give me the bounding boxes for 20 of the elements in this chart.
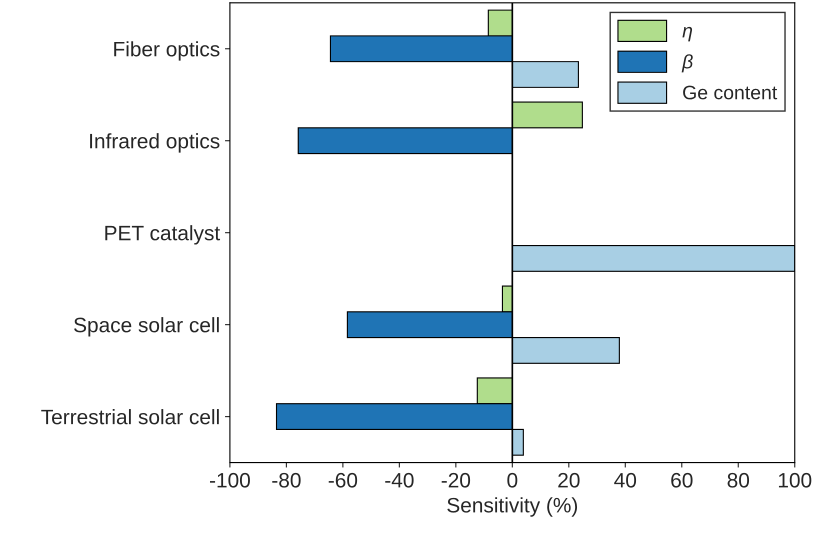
x-tick-label: -40 bbox=[385, 472, 414, 488]
legend-label: β bbox=[682, 54, 693, 72]
legend-label: Ge content bbox=[683, 86, 778, 100]
y-tick-label: Space solar cell bbox=[74, 317, 219, 337]
x-tick-label: 60 bbox=[671, 472, 693, 488]
x-tick-label: -20 bbox=[442, 472, 470, 488]
x-tick-label: -60 bbox=[328, 472, 358, 488]
legend-label: η bbox=[682, 26, 692, 42]
x-tick-label: 100 bbox=[778, 472, 812, 488]
y-tick-label: PET catalyst bbox=[105, 225, 220, 245]
y-tick-label: Terrestrial solar cell bbox=[41, 409, 219, 424]
x-tick-label: 40 bbox=[614, 472, 636, 488]
x-tick-label: -100 bbox=[210, 472, 250, 488]
x-axis-title: Sensitivity (%) bbox=[447, 497, 578, 517]
y-tick-label: Fiber optics bbox=[114, 41, 220, 61]
x-tick-label: -80 bbox=[272, 472, 301, 488]
x-tick-label: 80 bbox=[728, 472, 750, 488]
x-tick-label: 20 bbox=[558, 472, 580, 488]
x-tick-label: 0 bbox=[507, 472, 518, 488]
y-tick-label: Infrared optics bbox=[90, 133, 220, 153]
